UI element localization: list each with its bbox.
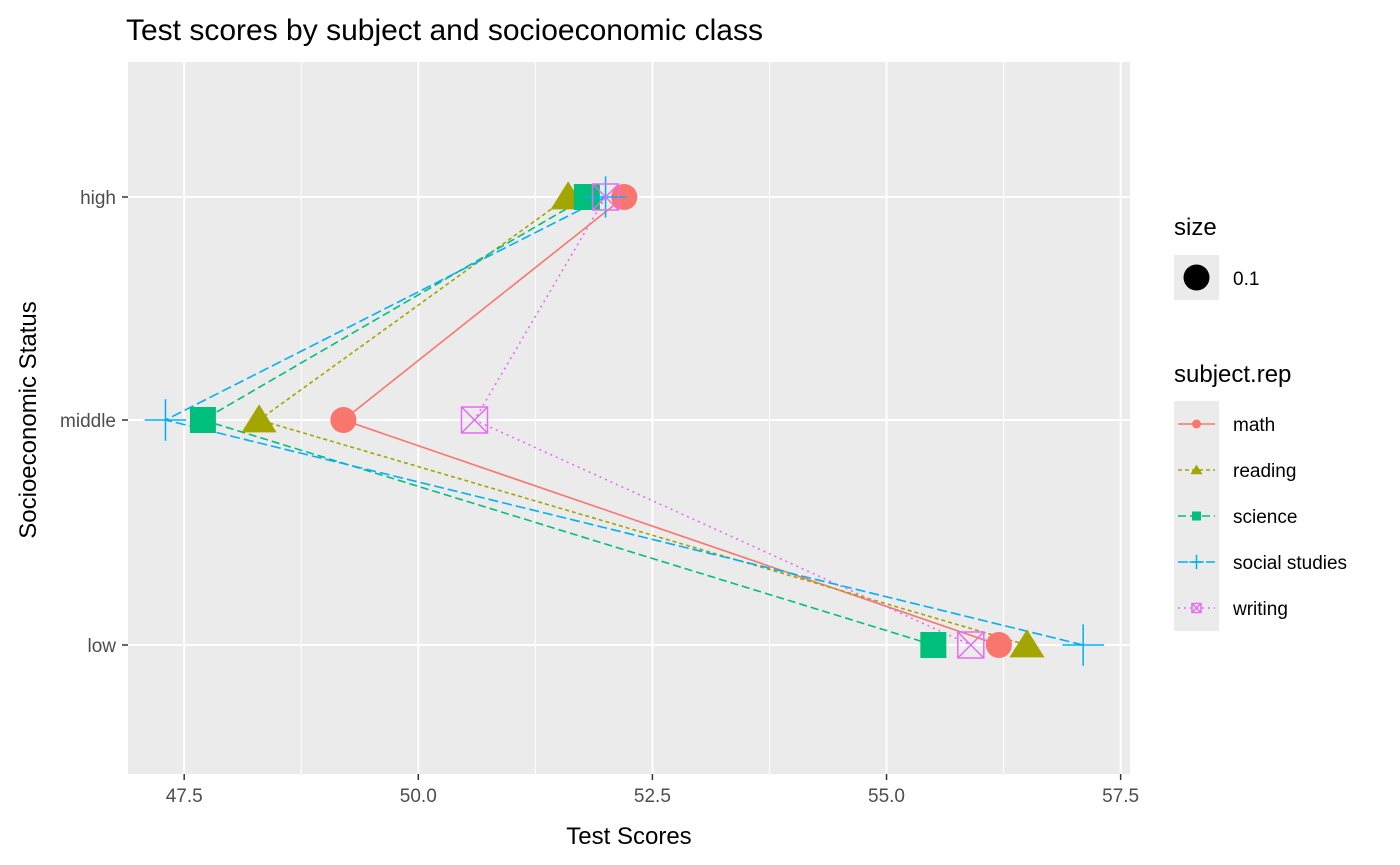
data-point-science-low	[920, 632, 947, 658]
y-axis: low middle high	[60, 188, 128, 657]
legend: size 0.1 subject.rep math reading science s…	[1174, 214, 1347, 631]
data-point-math-middle	[330, 407, 357, 433]
chart-title: Test scores by subject and socioeconomic…	[126, 14, 763, 47]
x-tick-label: 52.5	[634, 786, 671, 807]
gridlines	[128, 62, 1130, 774]
series-points	[144, 176, 1104, 666]
legend-key-marker-reading	[1190, 464, 1203, 475]
legend-label-math: math	[1233, 415, 1275, 436]
legend-label-writing: writing	[1232, 599, 1288, 620]
data-point-science-middle	[189, 407, 216, 433]
y-tick-label: high	[80, 188, 116, 209]
x-tick-label: 50.0	[400, 786, 437, 807]
size-legend-title: size	[1174, 214, 1217, 241]
x-tick-label: 57.5	[1102, 786, 1139, 807]
size-legend-dot	[1183, 264, 1210, 291]
legend-label-reading: reading	[1233, 461, 1296, 482]
color-legend-keys: math reading science social studies writing	[1174, 401, 1347, 631]
data-point-writing-low	[957, 631, 985, 659]
y-tick-label: middle	[60, 411, 116, 432]
legend-label-science: science	[1233, 507, 1297, 528]
legend-label-social-studies: social studies	[1233, 553, 1347, 574]
data-point-writing-high	[591, 183, 620, 211]
data-point-reading-low	[1009, 629, 1045, 658]
data-point-writing-middle	[460, 406, 489, 434]
legend-key-marker-writing	[1191, 602, 1202, 614]
size-legend-label: 0.1	[1233, 269, 1259, 290]
x-tick-label: 55.0	[868, 786, 905, 807]
color-legend-title: subject.rep	[1174, 361, 1291, 388]
data-point-social-studies-low	[1062, 624, 1104, 666]
data-point-reading-middle	[241, 404, 277, 433]
legend-key-marker-social-studies	[1189, 554, 1204, 570]
y-tick-label: low	[87, 636, 116, 657]
x-axis-title: Test Scores	[566, 823, 691, 850]
x-tick-label: 47.5	[166, 786, 203, 807]
plot-panel	[128, 62, 1130, 774]
legend-key-marker-math	[1192, 419, 1201, 429]
x-axis: 47.5 50.0 52.5 55.0 57.5	[166, 774, 1139, 807]
y-axis-title: Socioeconomic Status	[15, 301, 42, 538]
data-point-social-studies-middle	[144, 399, 187, 441]
data-point-math-low	[985, 632, 1012, 658]
legend-key-marker-science	[1192, 511, 1201, 521]
